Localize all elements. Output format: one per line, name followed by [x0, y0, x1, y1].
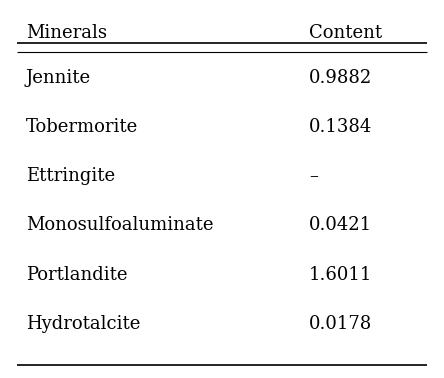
Text: 1.6011: 1.6011 [309, 265, 373, 284]
Text: Minerals: Minerals [26, 25, 107, 42]
Text: Tobermorite: Tobermorite [26, 118, 138, 136]
Text: Jennite: Jennite [26, 69, 91, 87]
Text: 0.0421: 0.0421 [309, 216, 372, 234]
Text: Content: Content [309, 25, 382, 42]
Text: Monosulfoaluminate: Monosulfoaluminate [26, 216, 214, 234]
Text: 0.1384: 0.1384 [309, 118, 373, 136]
Text: Portlandite: Portlandite [26, 265, 127, 284]
Text: Ettringite: Ettringite [26, 167, 115, 185]
Text: –: – [309, 167, 318, 185]
Text: Hydrotalcite: Hydrotalcite [26, 315, 140, 333]
Text: 0.9882: 0.9882 [309, 69, 373, 87]
Text: 0.0178: 0.0178 [309, 315, 373, 333]
